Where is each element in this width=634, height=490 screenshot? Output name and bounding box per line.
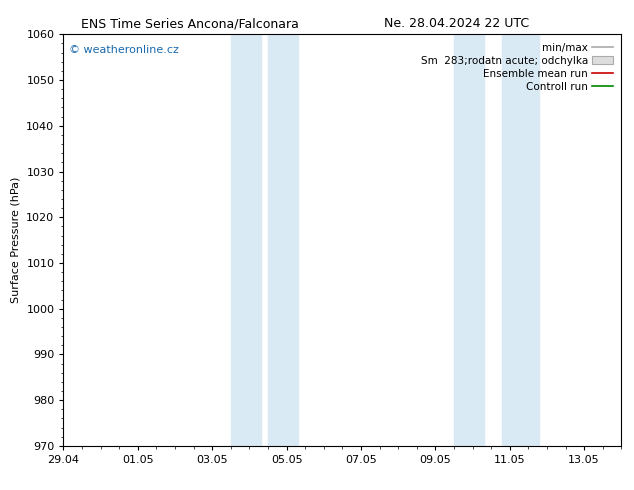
- Bar: [268, 34, 298, 446]
- Y-axis label: Surface Pressure (hPa): Surface Pressure (hPa): [11, 177, 21, 303]
- Legend: min/max, Sm  283;rodatn acute; odchylka, Ensemble mean run, Controll run: min/max, Sm 283;rodatn acute; odchylka, …: [418, 40, 616, 95]
- Text: Ne. 28.04.2024 22 UTC: Ne. 28.04.2024 22 UTC: [384, 17, 529, 30]
- Bar: [502, 34, 540, 446]
- Bar: [231, 34, 261, 446]
- Text: ENS Time Series Ancona/Falconara: ENS Time Series Ancona/Falconara: [81, 17, 299, 30]
- Text: © weatheronline.cz: © weatheronline.cz: [69, 45, 179, 54]
- Bar: [454, 34, 484, 446]
